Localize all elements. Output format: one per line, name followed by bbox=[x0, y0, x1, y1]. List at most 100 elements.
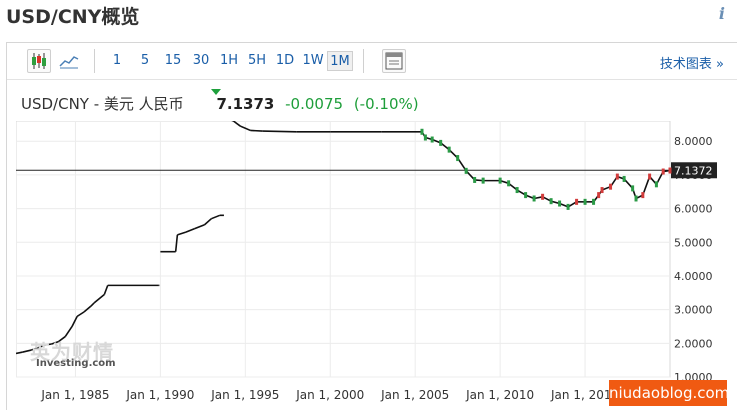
price-candle bbox=[524, 192, 528, 199]
line-chart-icon[interactable] bbox=[57, 49, 81, 73]
price-candle bbox=[464, 167, 468, 174]
price-change: -0.0075 bbox=[285, 95, 344, 113]
settings-panel-icon[interactable] bbox=[382, 49, 406, 73]
price-candle bbox=[566, 203, 570, 210]
price-segment bbox=[174, 234, 179, 252]
price-segment bbox=[64, 326, 73, 338]
pair-name: USD/CNY - 美元 人民币 bbox=[21, 95, 184, 113]
price-candle bbox=[641, 192, 645, 199]
current-price-tag: 7.1372 bbox=[674, 164, 713, 177]
price-candle bbox=[597, 192, 601, 199]
price-candle bbox=[575, 198, 579, 205]
chart-plot: 8.00007.00006.00005.00004.00003.00002.00… bbox=[16, 121, 717, 402]
price-segment bbox=[76, 311, 85, 318]
quote-bar: USD/CNY - 美元 人民币 7.1373 -0.0075 (-0.10%) bbox=[21, 89, 425, 115]
y-tick-label: 8.0000 bbox=[674, 135, 713, 148]
price-candle bbox=[541, 193, 545, 200]
range-5h[interactable]: 5H bbox=[247, 53, 267, 68]
price-candle bbox=[515, 187, 519, 194]
price-candle bbox=[600, 187, 604, 194]
info-icon[interactable]: i bbox=[718, 4, 725, 23]
price-segment bbox=[71, 316, 78, 327]
range-30[interactable]: 30 bbox=[192, 53, 210, 68]
range-1d[interactable]: 1D bbox=[275, 53, 295, 68]
price-segment bbox=[211, 214, 221, 220]
price-segment bbox=[204, 218, 212, 226]
down-arrow-icon bbox=[211, 89, 221, 95]
price-segment bbox=[642, 176, 651, 196]
price-segment bbox=[90, 302, 95, 307]
chart-toolbar: 1 5 15 30 1H 5H 1D 1W 1M 技术图表 » bbox=[7, 43, 737, 80]
price-segment bbox=[250, 129, 263, 132]
price-candle bbox=[423, 134, 427, 141]
price-candle bbox=[615, 173, 619, 180]
price-segment bbox=[31, 346, 39, 351]
range-1h[interactable]: 1H bbox=[219, 53, 239, 68]
y-tick-label: 3.0000 bbox=[674, 304, 713, 317]
price-segment bbox=[262, 130, 297, 133]
range-1w[interactable]: 1W bbox=[302, 53, 324, 68]
price-segment bbox=[44, 343, 52, 346]
watermark: niudaoblog.com bbox=[609, 380, 729, 406]
candlestick-icon[interactable] bbox=[27, 49, 51, 73]
price-candle bbox=[430, 136, 434, 143]
x-tick-label: Jan 1, 2005 bbox=[380, 388, 449, 402]
price-candle bbox=[661, 168, 665, 175]
price-segment bbox=[194, 224, 205, 230]
chart-panel: 1 5 15 30 1H 5H 1D 1W 1M 技术图表 » USD/CNY … bbox=[6, 42, 737, 410]
x-tick-label: Jan 1, 2010 bbox=[465, 388, 534, 402]
price-candle bbox=[648, 173, 652, 180]
range-1[interactable]: 1 bbox=[112, 53, 122, 68]
range-5[interactable]: 5 bbox=[140, 53, 150, 68]
price-segment bbox=[22, 349, 32, 353]
price-segment bbox=[239, 125, 251, 132]
x-tick-label: Jan 1, 1985 bbox=[40, 388, 109, 402]
price-candle bbox=[654, 181, 658, 188]
price-segment bbox=[93, 293, 105, 304]
price-segment bbox=[16, 351, 23, 355]
price-candle bbox=[456, 155, 460, 162]
price-candle bbox=[498, 177, 502, 184]
price-candle bbox=[592, 198, 596, 205]
price-candle bbox=[439, 139, 443, 146]
x-tick-label: Jan 1, 2000 bbox=[295, 388, 364, 402]
price-candle bbox=[622, 175, 626, 182]
price-candle bbox=[549, 198, 553, 205]
x-tick-label: Jan 1, 2015 bbox=[550, 388, 619, 402]
y-tick-label: 5.0000 bbox=[674, 236, 713, 249]
price-segment bbox=[37, 344, 46, 349]
price-candle bbox=[473, 176, 477, 183]
price-candle bbox=[507, 180, 511, 187]
price-segment bbox=[83, 305, 92, 313]
x-tick-label: Jan 1, 1995 bbox=[210, 388, 279, 402]
price-candle bbox=[420, 128, 424, 135]
price-candle bbox=[532, 195, 536, 202]
investing-logo: 英为财情 Investing.com bbox=[30, 340, 116, 369]
y-tick-label: 6.0000 bbox=[674, 203, 713, 216]
price-candle bbox=[558, 200, 562, 207]
price-candle bbox=[609, 183, 613, 190]
price-candle bbox=[631, 185, 635, 192]
price-segment bbox=[177, 231, 187, 236]
technical-chart-link[interactable]: 技术图表 » bbox=[659, 57, 724, 72]
range-15[interactable]: 15 bbox=[164, 53, 182, 68]
price-candle bbox=[634, 195, 638, 202]
price-candle bbox=[583, 198, 587, 205]
current-price: 7.1373 bbox=[216, 95, 275, 113]
price-segment bbox=[103, 285, 109, 295]
price-candle bbox=[668, 167, 672, 174]
y-tick-label: 2.0000 bbox=[674, 337, 713, 350]
price-segment bbox=[57, 335, 66, 343]
price-candle bbox=[481, 177, 485, 184]
price-change-pct: (-0.10%) bbox=[353, 95, 419, 113]
range-1m[interactable]: 1M bbox=[327, 51, 353, 71]
price-segment bbox=[185, 228, 195, 233]
price-candle bbox=[447, 146, 451, 153]
price-segment bbox=[51, 340, 59, 345]
x-tick-label: Jan 1, 1990 bbox=[125, 388, 194, 402]
current-price-tag-bg bbox=[671, 162, 717, 179]
y-tick-label: 4.0000 bbox=[674, 270, 713, 283]
plot-frame bbox=[16, 121, 671, 378]
page-title: USD/CNY概览 bbox=[6, 6, 140, 28]
price-segment bbox=[232, 121, 241, 127]
